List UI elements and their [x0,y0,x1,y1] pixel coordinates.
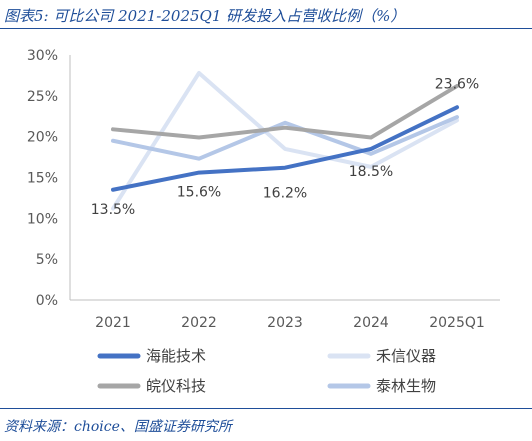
data-label: 23.6% [435,76,479,92]
figure-title: 图表5: 可比公司 2021-2025Q1 研发投入占营收比例（%） [4,7,406,25]
line-chart: 0% 5% 10% 15% 20% 25% 30% 2021 2022 2023 2024 2025Q… [27,48,500,395]
legend-label: 海能技术 [146,347,206,365]
figure-footer: 资料来源：choice、国盛证券研究所 [0,408,532,441]
legend-label: 泰林生物 [376,377,436,395]
legend-label: 皖仪科技 [146,377,206,395]
chart-container: 0% 5% 10% 15% 20% 25% 30% 2021 2022 2023 2024 2025Q… [0,32,532,404]
series-line-3 [111,115,459,161]
data-label: 13.5% [91,202,135,218]
data-label: 16.2% [263,186,307,202]
x-tick-label: 2022 [181,315,217,331]
y-tick-label: 30% [27,48,58,64]
data-label: 15.6% [177,185,221,201]
x-tick-label: 2025Q1 [429,315,485,331]
y-tick-label: 20% [27,130,58,146]
legend-label: 禾信仪器 [376,347,436,365]
y-tick-label: 15% [27,171,58,187]
y-tick-label: 0% [36,293,58,309]
y-tick-label: 5% [36,252,58,268]
x-tick-label: 2023 [267,315,303,331]
y-tick-label: 25% [27,89,58,105]
x-tick-label: 2021 [95,315,131,331]
figure-header: 图表5: 可比公司 2021-2025Q1 研发投入占营收比例（%） [0,0,532,29]
data-label: 18.5% [349,164,393,180]
x-tick-label: 2024 [353,315,389,331]
series-line-0 [111,105,459,192]
series-line-2 [111,84,459,140]
y-tick-label: 10% [27,211,58,227]
series-line-1 [111,70,459,211]
figure-source: 资料来源：choice、国盛证券研究所 [4,419,232,435]
